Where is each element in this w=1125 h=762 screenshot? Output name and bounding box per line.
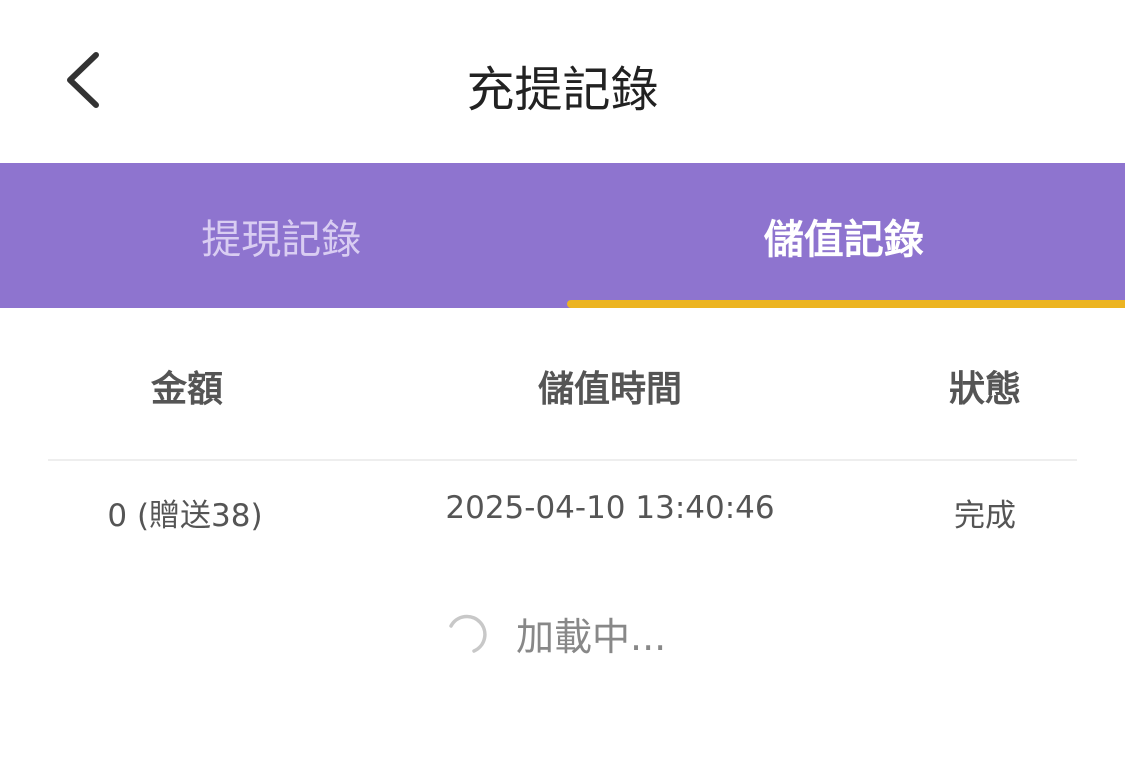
tab-label: 提現記錄 (201, 216, 362, 263)
tab-bar: 提現記錄 儲值記錄 (0, 163, 1125, 308)
time-cell: 2025-04-10 13:40:46 (445, 490, 775, 526)
page-title: 充提記錄 (466, 62, 659, 118)
column-status: 狀態 (948, 369, 1021, 410)
divider (48, 459, 1077, 461)
amount-cell: 0 (贈送38) (107, 498, 263, 534)
back-button[interactable] (60, 50, 110, 110)
loading-indicator: 加載中... (446, 606, 666, 661)
loading-text: 加載中... (516, 615, 667, 659)
status-cell: 完成 (954, 498, 1016, 534)
column-amount: 金額 (150, 369, 223, 410)
tab-withdraw-records[interactable]: 提現記錄 (0, 163, 563, 308)
header: 充提記錄 (0, 0, 1125, 163)
chevron-left-icon (67, 52, 99, 108)
active-tab-indicator (566, 300, 1125, 308)
tab-deposit-records[interactable]: 儲值記錄 (563, 163, 1125, 308)
spinner-icon (449, 614, 487, 653)
tab-label: 儲值記錄 (763, 216, 924, 263)
column-time: 儲值時間 (537, 369, 682, 410)
